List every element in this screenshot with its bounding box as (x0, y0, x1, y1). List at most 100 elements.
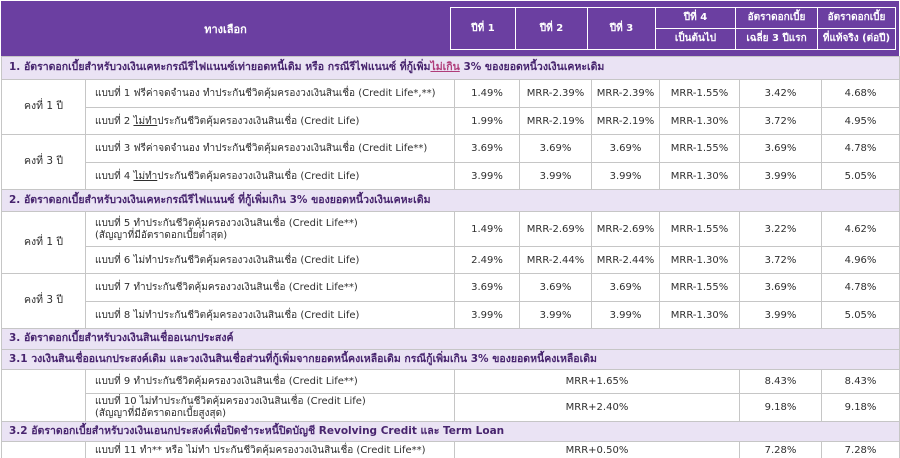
rate-year1: 1.99% (454, 107, 520, 135)
rate-effective: 8.43% (820, 369, 900, 394)
rate-year4: MRR-1.30% (659, 301, 740, 329)
header-year2: ปีที่ 2 (516, 8, 588, 49)
plan-duration-cell: คงที่ 3 ปี (1, 273, 86, 329)
rate-effective: 5.05% (820, 301, 900, 329)
rate-year2: 3.69% (519, 134, 592, 163)
rate-year4: MRR-1.55% (659, 211, 740, 247)
plan-duration-cell: คงที่ 3 ปี (1, 134, 86, 190)
rate-effective: 4.78% (820, 134, 900, 163)
rate-effective: 4.68% (820, 79, 900, 108)
plan-duration-cell: คงที่ 1 ปี (1, 79, 86, 135)
plan-duration-cell: คงที่ 1 ปี (1, 211, 86, 274)
rate-avg: 3.72% (739, 246, 822, 274)
rate-year3: 3.99% (591, 301, 660, 329)
rate-year2: MRR-2.19% (519, 107, 592, 135)
rate-year1: 1.49% (454, 79, 520, 108)
rate-effective: 4.62% (820, 211, 900, 247)
rate-year1: 3.69% (454, 134, 520, 163)
rate-avg: 3.69% (739, 273, 822, 302)
header-avg-rate-top: อัตราดอกเบี้ย (747, 12, 806, 24)
rate-avg: 3.99% (739, 162, 822, 190)
header-year1: ปีที่ 1 (451, 8, 516, 49)
rate-year2: 3.69% (519, 273, 592, 302)
rate-effective: 4.78% (820, 273, 900, 302)
rate-effective: 9.18% (820, 393, 900, 422)
rate-row-4: แบบที่ 4 ไม่ทำประกันชีวิตคุ้มครองวงเงินส… (2, 162, 900, 190)
section-3-2-row: 3.2 อัตราดอกเบี้ยสำหรับวงเงินเอนกประสงค์… (0, 421, 900, 442)
section-3-2-title: 3.2 อัตราดอกเบี้ยสำหรับวงเงินเอนกประสงค์… (0, 421, 900, 442)
plan-note: (สัญญาที่มีอัตราดอกเบี้ยต่ำสุด) (95, 229, 228, 241)
rate-avg: 3.42% (739, 79, 822, 108)
rate-year1: 1.49% (454, 211, 520, 247)
header-year-columns: ปีที่ 1 ปีที่ 2 ปีที่ 3 ปีที่ 4 เป็นต้นไ… (450, 7, 896, 50)
section-3-1-row: 3.1 วงเงินสินเชื่ออเนกประสงค์เดิม และวงเ… (0, 349, 900, 370)
rate-year1: 3.69% (454, 273, 520, 302)
rate-year4: MRR-1.30% (659, 246, 740, 274)
plan-description: แบบที่ 6 ไม่ทำประกันชีวิตคุ้มครองวงเงินส… (85, 246, 455, 274)
rate-year3: 3.99% (591, 162, 660, 190)
plan-description: แบบที่ 2 ไม่ทำประกันชีวิตคุ้มครองวงเงินส… (85, 107, 455, 135)
section-3-1-title: 3.1 วงเงินสินเชื่ออเนกประสงค์เดิม และวงเ… (0, 349, 900, 370)
rate-year1: 2.49% (454, 246, 520, 274)
section-3-title: 3. อัตราดอกเบี้ยสำหรับวงเงินสินเชื่ออเนก… (0, 328, 900, 350)
rate-year3: MRR-2.44% (591, 246, 660, 274)
header-avg-rate-bottom: เฉลี่ย 3 ปีแรก (736, 28, 817, 49)
rate-avg: 7.28% (739, 441, 822, 458)
rate-year3: MRR-2.39% (591, 79, 660, 108)
plan-note: (สัญญาที่มีอัตราดอกเบี้ยสูงสุด) (95, 408, 226, 419)
rate-all-years: MRR+2.40% (454, 393, 740, 422)
section-1-row: 1. อัตราดอกเบี้ยสำหรับวงเงินเคหะกรณีรีไฟ… (0, 56, 900, 80)
section-3-row: 3. อัตราดอกเบี้ยสำหรับวงเงินสินเชื่ออเนก… (0, 328, 900, 350)
plan-description: แบบที่ 7 ทำประกันชีวิตคุ้มครองวงเงินสินเ… (85, 273, 455, 302)
rate-year2: MRR-2.44% (519, 246, 592, 274)
rate-year4: MRR-1.55% (659, 273, 740, 302)
section-1-title: 1. อัตราดอกเบี้ยสำหรับวงเงินเคหะกรณีรีไฟ… (0, 56, 900, 80)
table-header: ทางเลือก ปีที่ 1 ปีที่ 2 ปีที่ 3 ปีที่ 4… (1, 1, 899, 56)
rate-effective: 5.05% (820, 162, 900, 190)
plan-description: แบบที่ 3 ฟรีค่าจดจำนอง ทำประกันชีวิตคุ้ม… (85, 134, 455, 163)
rate-all-years: MRR+1.65% (454, 369, 740, 394)
plan-description: แบบที่ 5 ทำประกันชีวิตคุ้มครองวงเงินสินเ… (85, 211, 455, 247)
plan-description: แบบที่ 8 ไม่ทำประกันชีวิตคุ้มครองวงเงินส… (85, 301, 455, 329)
rate-year2: 3.99% (519, 162, 592, 190)
plan-duration-cell-empty (1, 369, 86, 422)
rate-avg: 3.22% (739, 211, 822, 247)
header-effective-rate-bottom: ที่แท้จริง (ต่อปี) (818, 28, 895, 49)
rate-row-10: แบบที่ 10 ไม่ทำประกันชีวิตคุ้มครองวงเงิน… (2, 393, 900, 422)
rate-year2: MRR-2.69% (519, 211, 592, 247)
rate-row-3: คงที่ 3 ปี แบบที่ 3 ฟรีค่าจดจำนอง ทำประก… (1, 134, 900, 190)
rate-row-1: คงที่ 1 ปี แบบที่ 1 ฟรีค่าจดจำนอง ทำประก… (1, 79, 900, 135)
header-options: ทางเลือก (204, 22, 247, 36)
rate-avg: 8.43% (739, 369, 822, 394)
plan-description: แบบที่ 10 ไม่ทำประกันชีวิตคุ้มครองวงเงิน… (85, 393, 455, 422)
header-year3: ปีที่ 3 (588, 8, 656, 49)
rate-effective: 4.96% (820, 246, 900, 274)
header-year4: ปีที่ 4 เป็นต้นไป (656, 8, 736, 49)
rate-year2: 3.99% (519, 301, 592, 329)
rate-year1: 3.99% (454, 301, 520, 329)
plan-description: แบบที่ 1 ฟรีค่าจดจำนอง ทำประกันชีวิตคุ้ม… (85, 79, 455, 108)
rate-all-years: MRR+0.50% (454, 441, 740, 458)
rate-year3: MRR-2.69% (591, 211, 660, 247)
rate-year4: MRR-1.30% (659, 107, 740, 135)
section-2-row: 2. อัตราดอกเบี้ยสำหรับวงเงินเคหะกรณีรีไฟ… (0, 189, 900, 212)
rate-year2: MRR-2.39% (519, 79, 592, 108)
plan-description: แบบที่ 4 ไม่ทำประกันชีวิตคุ้มครองวงเงินส… (85, 162, 455, 190)
rate-year3: 3.69% (591, 273, 660, 302)
rate-avg: 3.69% (739, 134, 822, 163)
rate-avg: 3.99% (739, 301, 822, 329)
rate-row-8: แบบที่ 8 ไม่ทำประกันชีวิตคุ้มครองวงเงินส… (2, 301, 900, 329)
plan-description: แบบที่ 9 ทำประกันชีวิตคุ้มครองวงเงินสินเ… (85, 369, 455, 394)
plan-description: แบบที่ 11 ทำ** หรือ ไม่ทำ ประกันชีวิตคุ้… (85, 441, 455, 458)
rate-row-6: แบบที่ 6 ไม่ทำประกันชีวิตคุ้มครองวงเงินส… (2, 246, 900, 274)
header-effective-rate-top: อัตราดอกเบี้ย (827, 12, 886, 24)
header-avg-rate: อัตราดอกเบี้ย เฉลี่ย 3 ปีแรก (736, 8, 818, 49)
header-year4-top: ปีที่ 4 (683, 12, 708, 24)
rate-effective: 7.28% (820, 441, 900, 458)
rate-year4: MRR-1.55% (659, 79, 740, 108)
rates-table: 1. อัตราดอกเบี้ยสำหรับวงเงินเคหะกรณีรีไฟ… (0, 56, 900, 458)
rate-avg: 3.72% (739, 107, 822, 135)
rate-row-9: แบบที่ 9 ทำประกันชีวิตคุ้มครองวงเงินสินเ… (1, 369, 900, 422)
header-effective-rate: อัตราดอกเบี้ย ที่แท้จริง (ต่อปี) (818, 8, 896, 49)
